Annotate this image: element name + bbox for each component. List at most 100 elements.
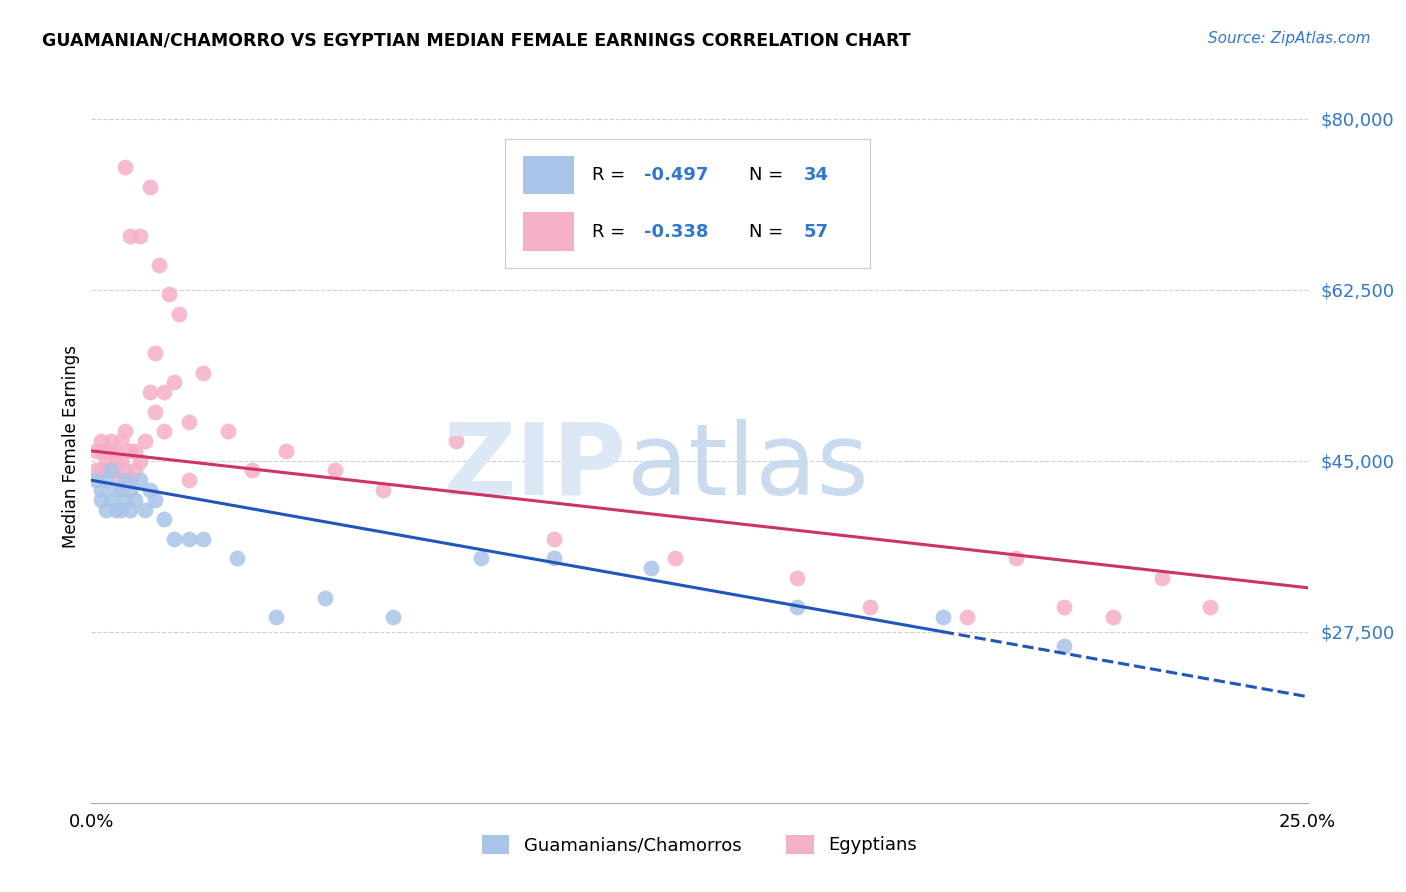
Point bbox=[100, 443, 122, 458]
Point bbox=[177, 415, 200, 429]
Text: N =: N = bbox=[749, 166, 789, 184]
Point bbox=[100, 434, 122, 449]
Text: -0.338: -0.338 bbox=[644, 223, 709, 241]
Point bbox=[1004, 551, 1026, 566]
Point bbox=[129, 453, 152, 467]
Point bbox=[110, 434, 132, 449]
Point bbox=[100, 463, 122, 477]
Point bbox=[114, 473, 136, 487]
Point bbox=[120, 473, 142, 487]
Point bbox=[153, 512, 176, 526]
Point bbox=[124, 463, 146, 477]
Point bbox=[1199, 600, 1222, 615]
Text: atlas: atlas bbox=[627, 419, 868, 516]
Point bbox=[163, 532, 186, 546]
Point bbox=[104, 502, 127, 516]
Point bbox=[94, 473, 117, 487]
Text: 57: 57 bbox=[804, 223, 830, 241]
Point bbox=[90, 434, 112, 449]
Point bbox=[110, 473, 132, 487]
Point bbox=[444, 434, 467, 449]
Text: Source: ZipAtlas.com: Source: ZipAtlas.com bbox=[1208, 31, 1371, 46]
Point bbox=[84, 473, 107, 487]
Point bbox=[956, 610, 979, 624]
Point bbox=[114, 463, 136, 477]
Point bbox=[143, 492, 166, 507]
Y-axis label: Median Female Earnings: Median Female Earnings bbox=[62, 344, 80, 548]
Point bbox=[120, 443, 142, 458]
Point bbox=[139, 483, 162, 497]
Point bbox=[373, 483, 395, 497]
Point bbox=[114, 161, 136, 175]
Point bbox=[110, 502, 132, 516]
Point bbox=[84, 463, 107, 477]
Point bbox=[139, 385, 162, 400]
Text: R =: R = bbox=[592, 223, 631, 241]
Text: GUAMANIAN/CHAMORRO VS EGYPTIAN MEDIAN FEMALE EARNINGS CORRELATION CHART: GUAMANIAN/CHAMORRO VS EGYPTIAN MEDIAN FE… bbox=[42, 31, 911, 49]
Point bbox=[94, 453, 117, 467]
Point bbox=[217, 425, 239, 439]
Point bbox=[1053, 600, 1076, 615]
Point bbox=[543, 551, 565, 566]
Point bbox=[274, 443, 297, 458]
Point bbox=[177, 473, 200, 487]
Text: ZIP: ZIP bbox=[444, 419, 627, 516]
Point bbox=[129, 228, 152, 243]
Point bbox=[382, 610, 405, 624]
Point bbox=[470, 551, 492, 566]
Point bbox=[120, 228, 142, 243]
Point bbox=[90, 443, 112, 458]
Text: R =: R = bbox=[592, 166, 631, 184]
Text: -0.497: -0.497 bbox=[644, 166, 707, 184]
Point bbox=[1150, 571, 1173, 585]
Point bbox=[323, 463, 346, 477]
Point bbox=[104, 443, 127, 458]
Point bbox=[124, 443, 146, 458]
Point bbox=[110, 483, 132, 497]
Point bbox=[931, 610, 953, 624]
Point bbox=[1053, 640, 1076, 654]
Point bbox=[104, 453, 127, 467]
Point bbox=[94, 443, 117, 458]
Bar bbox=[523, 212, 574, 251]
Point bbox=[104, 463, 127, 477]
Point bbox=[110, 453, 132, 467]
Point bbox=[90, 463, 112, 477]
Point bbox=[114, 425, 136, 439]
Point bbox=[226, 551, 249, 566]
Point bbox=[786, 571, 808, 585]
Point bbox=[124, 492, 146, 507]
Point bbox=[134, 434, 156, 449]
Point bbox=[193, 366, 215, 380]
Point bbox=[84, 443, 107, 458]
Point bbox=[100, 492, 122, 507]
Point bbox=[143, 346, 166, 360]
Point bbox=[114, 492, 136, 507]
Point bbox=[148, 258, 170, 272]
Point bbox=[167, 307, 190, 321]
Point bbox=[153, 425, 176, 439]
Point bbox=[859, 600, 882, 615]
Point bbox=[94, 463, 117, 477]
Point bbox=[177, 532, 200, 546]
Point bbox=[314, 591, 336, 605]
Point bbox=[640, 561, 662, 575]
Point bbox=[134, 502, 156, 516]
Bar bbox=[523, 156, 574, 194]
Legend: Guamanians/Chamorros, Egyptians: Guamanians/Chamorros, Egyptians bbox=[475, 828, 924, 862]
Point bbox=[163, 376, 186, 390]
Point bbox=[157, 287, 180, 301]
Point bbox=[153, 385, 176, 400]
Point bbox=[90, 483, 112, 497]
Point bbox=[786, 600, 808, 615]
Point bbox=[240, 463, 263, 477]
Point bbox=[193, 532, 215, 546]
Point bbox=[664, 551, 686, 566]
Point bbox=[120, 483, 142, 497]
Point bbox=[120, 502, 142, 516]
Point bbox=[1102, 610, 1125, 624]
Point bbox=[94, 502, 117, 516]
Point bbox=[104, 483, 127, 497]
Text: N =: N = bbox=[749, 223, 789, 241]
Point bbox=[264, 610, 287, 624]
